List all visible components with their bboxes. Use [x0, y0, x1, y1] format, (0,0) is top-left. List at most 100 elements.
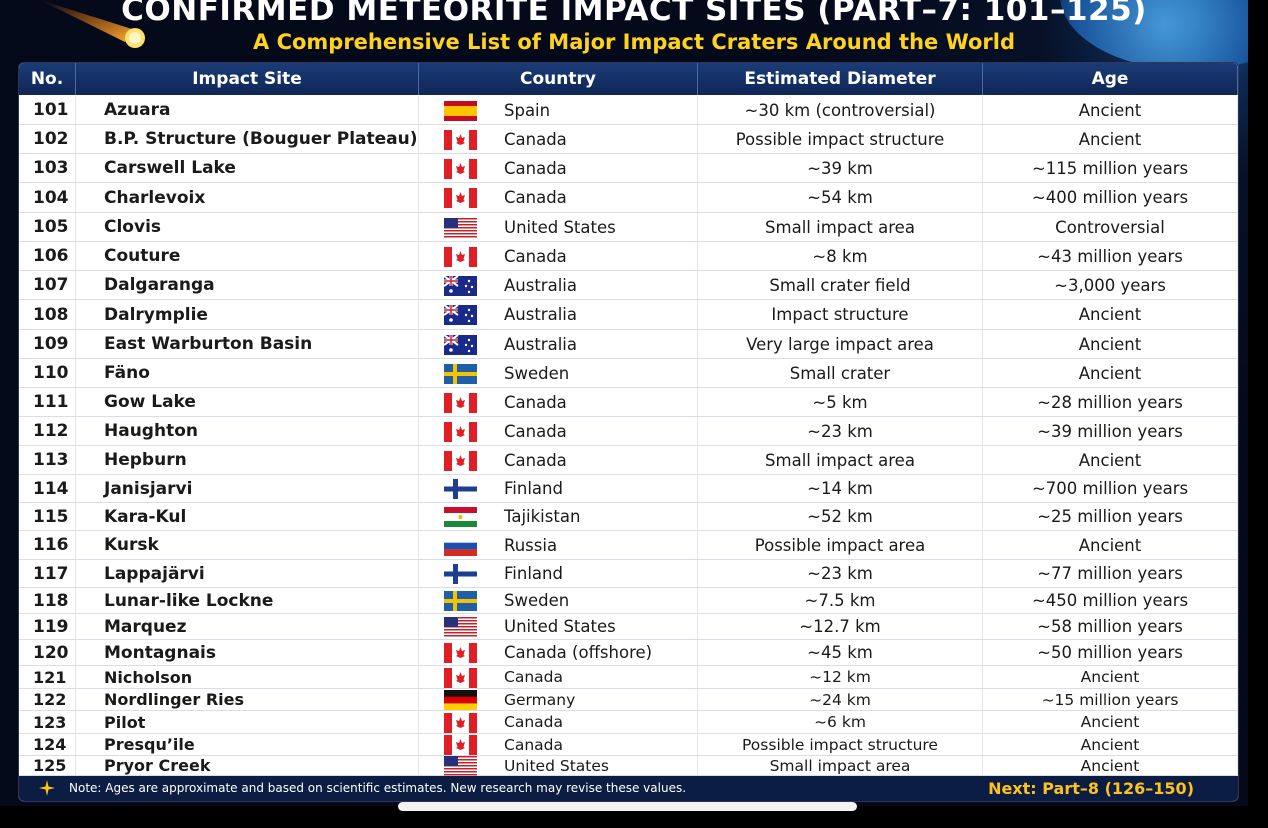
no-cell: 113	[19, 446, 76, 474]
no-cell: 123	[19, 711, 76, 733]
diameter-cell: Possible impact structure	[698, 125, 983, 153]
table-row: 114 Janisjarvi Finland ~14 km ~700 million y…	[19, 475, 1238, 503]
table-row: 101 Azuara Spain ~30 km (controversial) Anci…	[19, 96, 1238, 125]
diameter-cell: ~23 km	[698, 560, 983, 587]
age-cell: Ancient	[983, 756, 1238, 775]
age-cell: Ancient	[983, 666, 1238, 688]
no-cell: 124	[19, 734, 76, 755]
flag-icon	[444, 450, 477, 471]
country-cell: Canada	[419, 734, 698, 755]
no-cell: 122	[19, 689, 76, 710]
diameter-cell: Small crater	[698, 359, 983, 387]
flag-icon	[444, 275, 477, 296]
diameter-cell: ~52 km	[698, 503, 983, 530]
country-cell: Canada	[419, 711, 698, 733]
impact-site-cell: East Warburton Basin	[76, 330, 419, 358]
diameter-cell: ~45 km	[698, 640, 983, 665]
diameter-cell: ~12 km	[698, 666, 983, 688]
age-cell: ~450 million years	[983, 588, 1238, 613]
age-cell: Ancient	[983, 711, 1238, 733]
flag-icon	[444, 535, 477, 556]
age-cell: ~28 million years	[983, 388, 1238, 416]
meteor-art	[40, 0, 145, 48]
flag-icon	[444, 591, 477, 611]
table-row: 121 Nicholson Canada ~12 km Ancient	[19, 666, 1238, 689]
no-cell: 119	[19, 614, 76, 639]
impact-site-cell: Charlevoix	[76, 183, 419, 212]
age-cell: ~25 million years	[983, 503, 1238, 530]
country-cell: United States	[419, 213, 698, 241]
diameter-cell: ~8 km	[698, 242, 983, 270]
impact-site-cell: Carswell Lake	[76, 154, 419, 182]
impact-site-cell: Clovis	[76, 213, 419, 241]
column-header: Estimated Diameter	[698, 63, 983, 95]
table-row: 125 Pryor Creek United States Small impact …	[19, 756, 1238, 776]
age-cell: Ancient	[983, 96, 1238, 124]
impact-site-cell: Azuara	[76, 96, 419, 124]
age-cell: Ancient	[983, 300, 1238, 329]
impact-site-cell: Hepburn	[76, 446, 419, 474]
no-cell: 104	[19, 183, 76, 212]
impact-site-cell: Gow Lake	[76, 388, 419, 416]
diameter-cell: Small impact area	[698, 756, 983, 775]
subtitle: A Comprehensive List of Major Impact Cra…	[253, 30, 1015, 54]
diameter-cell: ~24 km	[698, 689, 983, 710]
flag-icon	[444, 305, 477, 325]
flag-icon	[444, 735, 477, 755]
country-cell: Russia	[419, 531, 698, 559]
age-cell: ~700 million years	[983, 475, 1238, 502]
column-header: Age	[983, 63, 1238, 95]
flag-icon	[444, 756, 477, 776]
table-row: 105 Clovis United States Small impact area C…	[19, 213, 1238, 242]
table-row: 102 B.P. Structure (Bouguer Plateau) Canad…	[19, 125, 1238, 154]
flag-icon	[444, 507, 477, 527]
country-cell: Canada	[419, 666, 698, 688]
diameter-cell: Very large impact area	[698, 330, 983, 358]
impact-site-cell: Janisjarvi	[76, 475, 419, 502]
diameter-cell: Small crater field	[698, 271, 983, 299]
next-link[interactable]: Next: Part–8 (126–150)	[988, 779, 1194, 798]
no-cell: 112	[19, 417, 76, 445]
flag-icon	[444, 129, 477, 150]
country-cell: Australia	[419, 300, 698, 329]
flag-icon	[444, 667, 477, 688]
age-cell: Ancient	[983, 359, 1238, 387]
column-header: No.	[19, 63, 76, 95]
flag-icon	[444, 421, 477, 442]
no-cell: 111	[19, 388, 76, 416]
impact-site-cell: Presqu’ile	[76, 734, 419, 755]
country-cell: United States	[419, 614, 698, 639]
diameter-cell: ~30 km (controversial)	[698, 96, 983, 124]
column-header: Impact Site	[76, 63, 419, 95]
table-row: 117 Lappajärvi Finland ~23 km ~77 million ye…	[19, 560, 1238, 588]
diameter-cell: ~23 km	[698, 417, 983, 445]
no-cell: 115	[19, 503, 76, 530]
diameter-cell: Possible impact structure	[698, 734, 983, 755]
country-cell: Canada	[419, 417, 698, 445]
diameter-cell: Possible impact area	[698, 531, 983, 559]
table-row: 112 Haughton Canada ~23 km ~39 million years	[19, 417, 1238, 446]
country-cell: Canada	[419, 183, 698, 212]
country-cell: Canada	[419, 446, 698, 474]
no-cell: 117	[19, 560, 76, 587]
no-cell: 125	[19, 756, 76, 775]
age-cell: ~39 million years	[983, 417, 1238, 445]
impact-site-cell: Haughton	[76, 417, 419, 445]
home-indicator	[398, 802, 857, 811]
diameter-cell: ~12.7 km	[698, 614, 983, 639]
country-cell: Finland	[419, 475, 698, 502]
flag-icon	[444, 100, 477, 121]
age-cell: Ancient	[983, 446, 1238, 474]
age-cell: ~400 million years	[983, 183, 1238, 212]
flag-icon	[444, 712, 477, 733]
diameter-cell: ~54 km	[698, 183, 983, 212]
flag-icon	[444, 363, 477, 384]
impact-site-cell: Dalgaranga	[76, 271, 419, 299]
impact-site-cell: Kara-Kul	[76, 503, 419, 530]
country-cell: Germany	[419, 689, 698, 710]
impact-site-cell: Marquez	[76, 614, 419, 639]
diameter-cell: Small impact area	[698, 446, 983, 474]
age-cell: ~58 million years	[983, 614, 1238, 639]
table-row: 108 Dalrymplie Australia Impact structure An…	[19, 300, 1238, 330]
impact-site-cell: Lappajärvi	[76, 560, 419, 587]
